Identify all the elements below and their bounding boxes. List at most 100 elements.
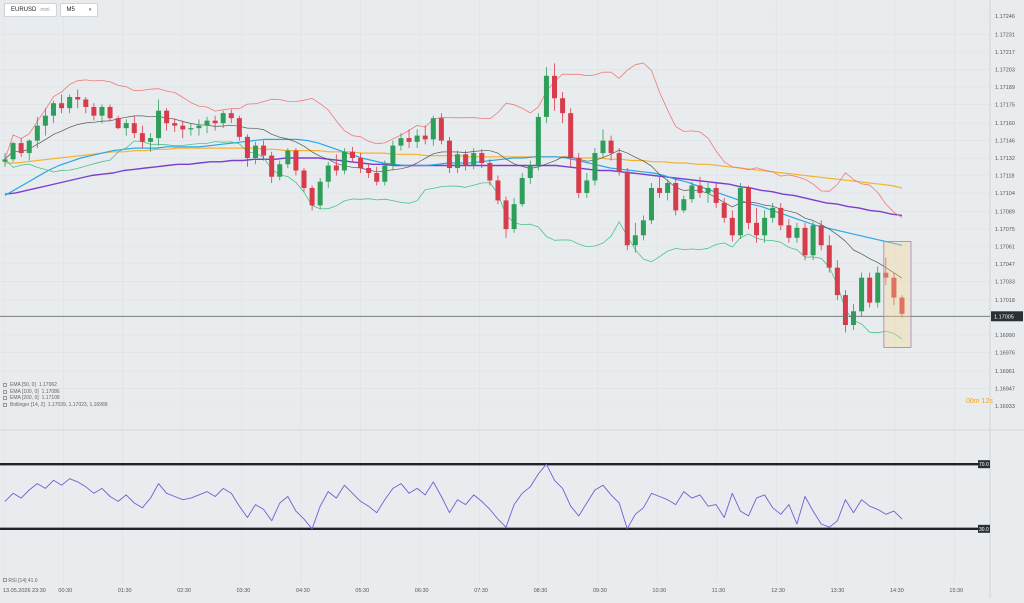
y-tick-label: 1.17104 [995,191,1015,197]
candle-body [180,125,186,130]
candle-body [834,267,840,296]
y-tick-label: 1.17231 [995,33,1015,39]
legend-ema200[interactable]: EMA [200, 0] 1.17108 [3,395,108,402]
candle-body [455,154,461,169]
candle-body [398,138,404,146]
candle-body [164,110,170,124]
candle-body [34,125,40,141]
symbol-selector[interactable]: EURUSD mini [4,3,57,17]
y-tick-label: 1.17146 [995,139,1015,145]
candle-body [471,153,477,166]
y-tick-label: 1.17061 [995,245,1015,251]
rsi-level-label: 30.0 [979,527,989,533]
candle-body [576,158,582,193]
candle-body [139,133,145,142]
candle-body [228,113,234,119]
candle-body [584,180,590,193]
y-tick-label: 1.17033 [995,279,1015,285]
candle-body [156,110,162,139]
candle-body [568,113,574,159]
x-tick-label: 07:30 [474,588,488,594]
candle-body [366,168,372,173]
y-tick-label: 1.17217 [995,50,1015,56]
checkbox-icon[interactable] [3,389,7,394]
rsi-level-label: 70.0 [979,462,989,468]
current-price-badge [991,311,1023,322]
x-tick-label: 13.05.2026 23:30 [3,588,46,594]
ema-100-line [4,157,903,217]
legend-bollinger-name: Bollinger [14, 2] [10,401,45,408]
legend-bollinger[interactable]: Bollinger [14, 2] 1.17039, 1.17023, 1.169… [3,402,108,409]
candle-body [358,158,364,169]
candle-body [737,187,743,236]
candle-body [422,135,428,140]
candle-body [236,118,242,137]
candle-body [729,217,735,236]
candle-body [535,116,541,166]
candle-body [810,225,816,256]
candle-body [665,182,671,193]
x-tick-label: 08:30 [534,588,548,594]
candle-body [123,123,129,129]
y-tick-label: 1.17118 [995,173,1014,179]
chart-toolbar: EURUSD mini M5 ▾ [4,3,99,17]
x-tick-label: 10:30 [652,588,666,594]
checkbox-icon[interactable] [3,402,7,407]
candle-body [349,151,355,159]
rsi-legend-value: 41.0 [27,578,38,584]
candle-body [26,140,32,154]
rsi-level-badge [978,460,990,469]
legend-ema100-value: 1.17086 [41,388,60,395]
indicator-legend: EMA [50, 0] 1.17062 EMA [100, 0] 1.17086 E… [3,382,108,408]
candle-body [487,163,493,181]
candle-body [592,153,598,181]
checkbox-icon[interactable] [3,383,7,388]
candle-body [220,113,226,124]
candle-body [333,165,339,171]
checkbox-icon[interactable] [3,578,7,582]
candle-body [794,227,800,238]
x-tick-label: 14:30 [890,588,904,594]
candle-body [147,138,153,142]
candle-body [382,165,388,182]
current-price-label: 1.17005 [994,314,1014,320]
candles [2,63,905,333]
candle-body [188,128,194,130]
candle-body [842,295,848,326]
legend-ema200-name: EMA [200, 0] [10,395,39,401]
candle-body [59,103,65,109]
candle-body [430,118,436,140]
rsi-panel [0,438,990,555]
y-tick-label: 1.17189 [995,85,1015,91]
candle-body [608,140,614,154]
x-tick-label: 05:30 [355,588,369,594]
legend-ema50[interactable]: EMA [50, 0] 1.17062 [3,382,108,389]
rsi-legend[interactable]: RSI [14] 41.0 [3,578,38,584]
y-tick-label: 1.16990 [995,333,1015,339]
y-tick-label: 1.17047 [995,262,1015,268]
y-tick-label: 1.17089 [995,210,1015,216]
candle-body [600,140,606,154]
candle-body [552,75,558,99]
candle-body [503,200,509,230]
candle-body [463,154,469,166]
candle-body [196,125,202,129]
x-tick-label: 02:30 [177,588,191,594]
chevron-down-icon: ▾ [88,7,92,13]
candle-body [511,204,517,230]
candle-body [406,138,412,142]
candle-body [802,227,808,256]
legend-ema100[interactable]: EMA [100, 0] 1.17086 [3,389,108,396]
candle-body [818,225,824,246]
candle-body [277,164,283,177]
timeframe-selector[interactable]: M5 ▾ [59,3,99,17]
checkbox-icon[interactable] [3,396,7,401]
candle-body [50,103,56,116]
candle-body [648,187,654,221]
legend-bollinger-value: 1.17039, 1.17023, 1.16989 [47,401,108,408]
y-tick-label: 1.17160 [995,121,1015,127]
candle-body [786,225,792,238]
x-tick-label: 03:30 [237,588,251,594]
